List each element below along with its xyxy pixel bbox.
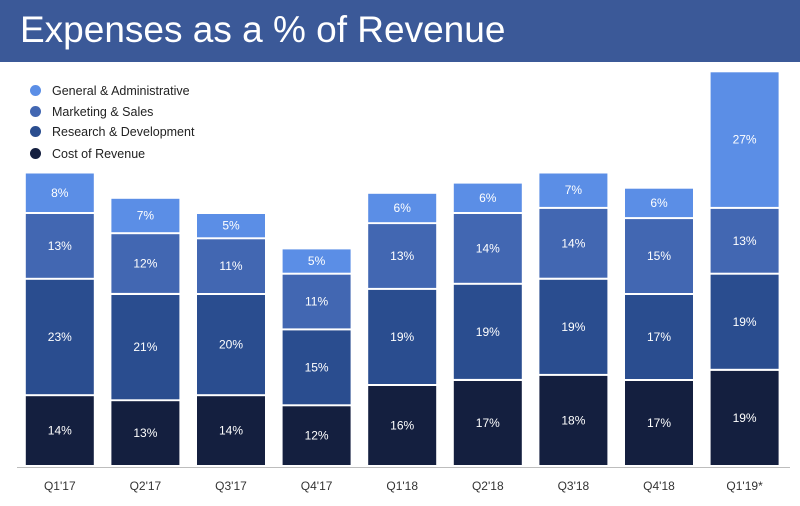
- legend-label-cost-of-revenue: Cost of Revenue: [52, 147, 146, 161]
- data-label-general-administrative-q3-17: 5%: [222, 219, 240, 233]
- bar-segment-research-development-q4-17: [282, 330, 351, 405]
- data-label-marketing-sales-q1-19: 13%: [733, 234, 757, 248]
- data-label-marketing-sales-q4-18: 15%: [647, 249, 671, 263]
- bar-segment-cost-of-revenue-q2-17: [111, 401, 180, 465]
- bar-segment-marketing-sales-q1-19: [710, 208, 779, 273]
- data-label-general-administrative-q2-17: 7%: [137, 209, 155, 223]
- data-label-research-development-q2-18: 19%: [476, 325, 500, 339]
- chart-title: Expenses as a % of Revenue: [20, 9, 506, 50]
- bar-segment-research-development-q3-18: [539, 279, 608, 374]
- x-tick-label-q3-18: Q3'18: [558, 479, 590, 493]
- bar-segment-research-development-q2-17: [111, 295, 180, 400]
- bar-segment-general-administrative-q4-17: [282, 249, 351, 273]
- bar-segment-marketing-sales-q1-18: [368, 224, 437, 288]
- bar-segment-general-administrative-q1-19: [710, 72, 779, 207]
- data-label-research-development-q1-17: 23%: [48, 330, 72, 344]
- data-label-marketing-sales-q3-17: 11%: [219, 259, 242, 273]
- bar-segment-cost-of-revenue-q4-18: [625, 381, 693, 465]
- data-label-marketing-sales-q2-17: 12%: [133, 257, 157, 271]
- legend-label-general-administrative: General & Administrative: [52, 84, 190, 98]
- x-tick-label-q1-19: Q1'19*: [726, 479, 763, 493]
- data-label-general-administrative-q4-18: 6%: [650, 196, 668, 210]
- bar-segment-cost-of-revenue-q2-18: [453, 381, 522, 465]
- x-tick-label-q1-17: Q1'17: [44, 479, 76, 493]
- data-label-research-development-q4-17: 15%: [305, 360, 329, 374]
- bar-segment-general-administrative-q3-18: [539, 173, 608, 207]
- data-label-research-development-q1-19: 19%: [733, 315, 757, 329]
- data-label-cost-of-revenue-q4-18: 17%: [647, 416, 671, 430]
- data-label-marketing-sales-q2-18: 14%: [476, 241, 500, 255]
- x-tick-label-q2-18: Q2'18: [472, 479, 504, 493]
- x-tick-label-q2-17: Q2'17: [130, 479, 162, 493]
- bar-segment-research-development-q4-18: [625, 295, 693, 379]
- bar-segment-general-administrative-q2-17: [111, 198, 180, 233]
- data-label-cost-of-revenue-q2-17: 13%: [133, 426, 157, 440]
- bar-segment-research-development-q1-18: [368, 289, 437, 384]
- data-label-research-development-q3-17: 20%: [219, 338, 243, 352]
- data-label-research-development-q4-18: 17%: [647, 330, 671, 344]
- x-tick-label-q4-17: Q4'17: [301, 479, 333, 493]
- data-label-cost-of-revenue-q3-17: 14%: [219, 424, 243, 438]
- data-label-general-administrative-q4-17: 5%: [308, 254, 326, 268]
- data-label-marketing-sales-q4-17: 11%: [305, 295, 328, 309]
- bar-segment-research-development-q1-19: [710, 274, 779, 369]
- data-label-general-administrative-q2-18: 6%: [479, 191, 497, 205]
- chart-area: 14% 23% 13% 8% Q1'17 13% 21% 12% 7% Q2'17 14% 20% 11…: [0, 62, 800, 506]
- bar-segment-cost-of-revenue-q1-19: [710, 370, 779, 465]
- legend-label-marketing-sales: Marketing & Sales: [52, 105, 154, 119]
- legend-swatch-cost-of-revenue: [30, 148, 41, 159]
- legend-swatch-research-development: [30, 126, 41, 137]
- data-label-cost-of-revenue-q1-18: 16%: [390, 419, 414, 433]
- bar-segment-cost-of-revenue-q1-17: [25, 396, 94, 465]
- bar-segment-general-administrative-q3-17: [197, 214, 265, 238]
- bar-segment-research-development-q3-17: [197, 295, 265, 395]
- data-label-marketing-sales-q1-18: 13%: [390, 249, 414, 263]
- data-label-cost-of-revenue-q1-19: 19%: [733, 411, 757, 425]
- data-label-general-administrative-q3-18: 7%: [565, 183, 583, 197]
- bar-segment-marketing-sales-q4-17: [282, 274, 351, 329]
- data-label-research-development-q3-18: 19%: [561, 320, 585, 334]
- bar-segment-general-administrative-q1-17: [25, 173, 94, 212]
- bar-segment-general-administrative-q1-18: [368, 193, 437, 223]
- bar-segment-cost-of-revenue-q3-17: [197, 396, 265, 465]
- data-label-general-administrative-q1-19: 27%: [733, 133, 757, 147]
- data-label-cost-of-revenue-q2-18: 17%: [476, 416, 500, 430]
- stacked-bar-chart: 14% 23% 13% 8% Q1'17 13% 21% 12% 7% Q2'17 14% 20% 11…: [17, 72, 790, 493]
- data-label-general-administrative-q1-18: 6%: [394, 201, 412, 215]
- legend-swatch-marketing-sales: [30, 106, 41, 117]
- data-label-cost-of-revenue-q4-17: 12%: [305, 429, 329, 443]
- legend-swatch-general-administrative: [30, 85, 41, 96]
- bar-segment-research-development-q1-17: [25, 279, 94, 395]
- title-bar: Expenses as a % of Revenue: [0, 0, 800, 62]
- bar-segment-general-administrative-q4-18: [625, 188, 693, 218]
- bar-segment-marketing-sales-q2-18: [453, 214, 522, 283]
- x-tick-label-q1-18: Q1'18: [386, 479, 418, 493]
- bar-segment-cost-of-revenue-q3-18: [539, 375, 608, 465]
- bar-segment-marketing-sales-q4-18: [625, 219, 693, 293]
- bar-segment-cost-of-revenue-q4-17: [282, 406, 351, 465]
- bar-segment-marketing-sales-q3-18: [539, 208, 608, 278]
- data-label-research-development-q2-17: 21%: [133, 340, 157, 354]
- x-tick-label-q4-18: Q4'18: [643, 479, 675, 493]
- bar-segment-marketing-sales-q2-17: [111, 234, 180, 293]
- bar-segment-cost-of-revenue-q1-18: [368, 386, 437, 465]
- data-label-cost-of-revenue-q1-17: 14%: [48, 424, 72, 438]
- bar-segment-marketing-sales-q1-17: [25, 214, 94, 278]
- data-label-marketing-sales-q3-18: 14%: [561, 236, 585, 250]
- x-tick-label-q3-17: Q3'17: [215, 479, 247, 493]
- legend-label-research-development: Research & Development: [52, 125, 195, 139]
- data-label-cost-of-revenue-q3-18: 18%: [561, 414, 585, 428]
- bar-segment-general-administrative-q2-18: [453, 183, 522, 212]
- data-label-marketing-sales-q1-17: 13%: [48, 239, 72, 253]
- data-label-general-administrative-q1-17: 8%: [51, 186, 69, 200]
- bar-segment-marketing-sales-q3-17: [197, 239, 265, 293]
- data-label-research-development-q1-18: 19%: [390, 330, 414, 344]
- bar-segment-research-development-q2-18: [453, 284, 522, 379]
